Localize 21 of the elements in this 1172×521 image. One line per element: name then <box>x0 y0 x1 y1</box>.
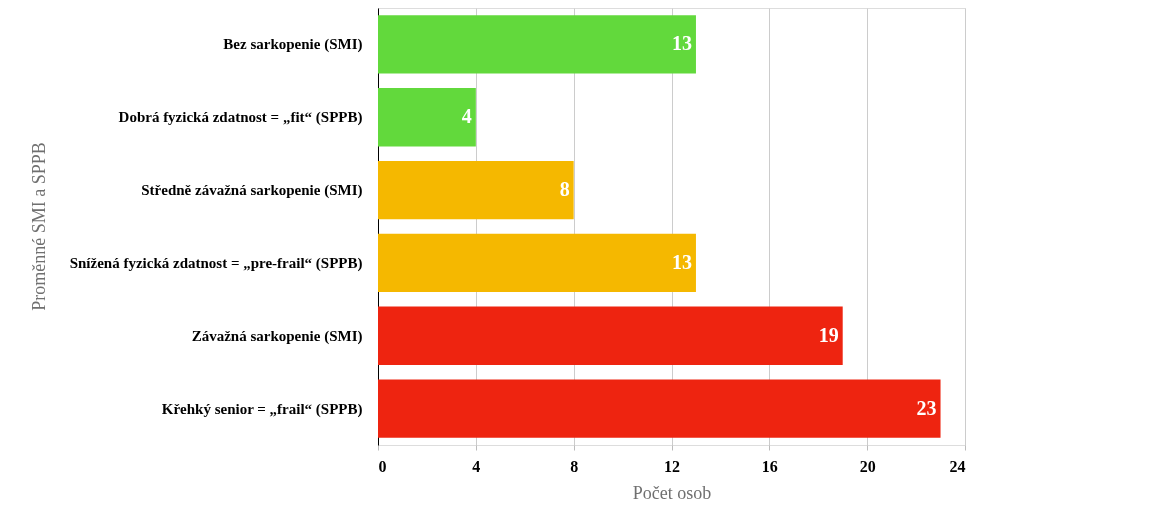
x-tick-label: 16 <box>761 457 778 475</box>
y-tick-label: Dobrá fyzická zdatnost = „fit“ (SPPB) <box>118 109 363 127</box>
data-label: 13 <box>671 250 692 273</box>
x-axis-title: Počet osob <box>632 482 712 503</box>
data-label: 8 <box>559 178 570 201</box>
data-label: 13 <box>671 32 692 55</box>
data-label: 19 <box>818 323 839 346</box>
data-label: 23 <box>916 396 937 419</box>
y-tick-label: Křehký senior = „frail“ (SPPB) <box>161 400 363 418</box>
data-label: 4 <box>461 105 472 128</box>
y-tick-label: Závažná sarkopenie (SMI) <box>191 327 363 345</box>
x-tick-label: 8 <box>570 457 579 475</box>
y-tick-label: Středně závažná sarkopenie (SMI) <box>141 182 363 200</box>
y-tick-label: Bez sarkopenie (SMI) <box>223 36 363 54</box>
x-tick-label: 20 <box>859 457 876 475</box>
y-axis-title: Proměnné SMI a SPPB <box>28 142 49 311</box>
y-tick-label: Snížená fyzická zdatnost = „pre-frail“ (SPPB) <box>69 254 363 272</box>
x-tick-label: 0 <box>378 457 387 475</box>
x-tick-label: 4 <box>472 457 481 475</box>
x-tick-label: 24 <box>949 457 966 475</box>
x-tick-label: 12 <box>664 457 680 475</box>
